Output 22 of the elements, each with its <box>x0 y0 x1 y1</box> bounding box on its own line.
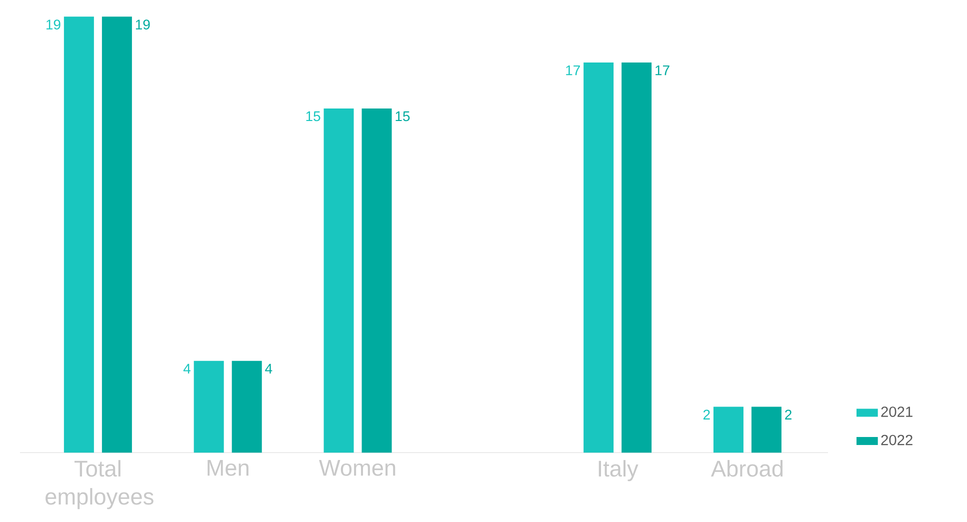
data-label: 2 <box>785 410 792 420</box>
bar <box>324 108 354 453</box>
data-label: 17 <box>656 66 670 76</box>
bar <box>102 16 132 453</box>
data-label: 15 <box>396 111 410 122</box>
bar <box>64 16 94 453</box>
data-label: 2 <box>703 410 710 420</box>
bar <box>622 62 652 453</box>
data-label: 4 <box>265 364 272 374</box>
bar <box>362 108 392 453</box>
data-label: 19 <box>46 20 60 30</box>
data-label: 15 <box>306 111 320 122</box>
data-label: 17 <box>566 66 580 76</box>
legend-label: 2022 <box>881 434 912 446</box>
bar <box>232 360 262 453</box>
bar <box>584 62 614 453</box>
bar <box>751 406 782 453</box>
data-label: 19 <box>136 20 150 30</box>
bar <box>713 406 744 453</box>
bar <box>194 360 224 453</box>
legend-label: 2021 <box>881 406 912 417</box>
data-label: 4 <box>183 364 190 374</box>
